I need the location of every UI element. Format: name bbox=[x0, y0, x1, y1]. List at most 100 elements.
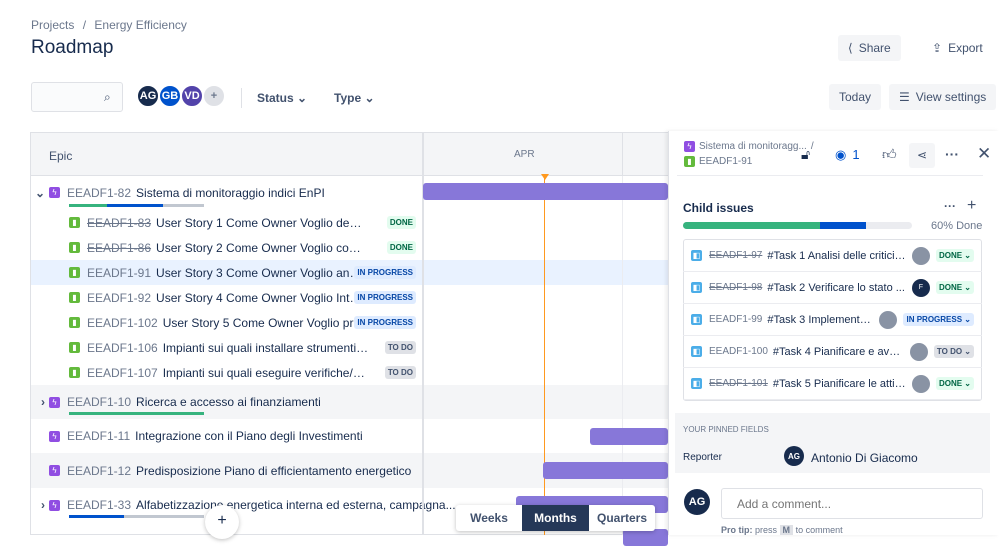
watch-button[interactable]: ◉ 1 bbox=[835, 147, 860, 163]
status-filter[interactable]: Status ⌄ bbox=[257, 91, 307, 105]
issue-summary: Sistema di monitoraggio indici EnPI bbox=[136, 185, 325, 200]
timeline-bar-EEADF1-12[interactable] bbox=[543, 462, 668, 479]
more-icon[interactable]: ··· bbox=[945, 146, 959, 162]
epic-icon: ϟ bbox=[49, 499, 60, 511]
roadmap-row[interactable]: ϟ EEADF1-11 Integrazione con il Piano degl… bbox=[31, 419, 668, 453]
status-dropdown[interactable]: DONE ⌄ bbox=[935, 281, 974, 294]
child-progress-bar bbox=[683, 222, 912, 229]
issue-key[interactable]: EEADF1-106 bbox=[87, 340, 158, 355]
export-button[interactable]: ⇪ Export bbox=[922, 35, 993, 61]
child-issues-more-icon[interactable]: ··· bbox=[944, 199, 956, 213]
search-input[interactable] bbox=[31, 82, 123, 112]
issue-key[interactable]: EEADF1-11 bbox=[67, 429, 131, 443]
child-issue-row[interactable]: ◧ EEADF1-99 #Task 3 Implementa... IN PRO… bbox=[683, 304, 982, 336]
roadmap-row[interactable]: › ϟ EEADF1-10 Ricerca e accesso ai finanzia… bbox=[31, 385, 668, 419]
like-icon[interactable]: 👍︎ bbox=[882, 146, 897, 162]
breadcrumb-projects[interactable]: Projects bbox=[31, 18, 75, 32]
view-settings-button[interactable]: ☰ View settings bbox=[889, 84, 997, 110]
close-icon[interactable]: ✕ bbox=[977, 144, 992, 163]
reporter-name[interactable]: Antonio Di Giacomo bbox=[811, 451, 918, 465]
issue-key[interactable]: EEADF1-10 bbox=[67, 395, 132, 409]
today-button[interactable]: Today bbox=[829, 84, 882, 110]
months-button[interactable]: Months bbox=[522, 505, 589, 531]
subtask-icon: ◧ bbox=[691, 282, 702, 293]
child-key[interactable]: EEADF1-97 bbox=[709, 250, 763, 261]
add-epic-button[interactable]: + bbox=[205, 505, 239, 539]
parent-link[interactable]: ϟ Sistema di monitoragg... / bbox=[684, 141, 814, 152]
child-key[interactable]: EEADF1-101 bbox=[709, 378, 768, 389]
status-dropdown[interactable]: DONE ⌄ bbox=[935, 377, 974, 390]
epic-progress-bar bbox=[69, 412, 204, 415]
child-progress-text: 60% Done bbox=[931, 220, 983, 232]
avatar[interactable]: VD bbox=[180, 84, 204, 108]
avatar[interactable]: GB bbox=[158, 84, 182, 108]
roadmap-row[interactable]: ▮ EEADF1-91 User Story 3 Come Owner Voglio… bbox=[31, 260, 668, 285]
comment-input[interactable] bbox=[721, 488, 983, 519]
breadcrumb-project[interactable]: Energy Efficiency bbox=[94, 18, 187, 32]
avatar[interactable]: AG bbox=[136, 84, 160, 108]
timeline-bar-EEADF1-11[interactable] bbox=[590, 428, 668, 445]
status-dropdown[interactable]: DONE ⌄ bbox=[935, 249, 974, 262]
issue-key[interactable]: EEADF1-107 bbox=[87, 365, 158, 380]
story-icon: ▮ bbox=[69, 217, 80, 228]
issue-key[interactable]: EEADF1-86 bbox=[87, 240, 152, 255]
issue-key[interactable]: EEADF1-33 bbox=[67, 498, 132, 512]
assignee-avatar[interactable] bbox=[911, 374, 930, 393]
share-icon[interactable]: ⋖ bbox=[909, 143, 935, 168]
story-icon: ▮ bbox=[69, 317, 80, 328]
lock-icon[interactable]: 🔓︎ bbox=[801, 146, 811, 162]
issue-key-link[interactable]: ▮ EEADF1-91 bbox=[684, 156, 752, 167]
expand-toggle[interactable]: › bbox=[41, 498, 45, 512]
child-issue-row[interactable]: ◧ EEADF1-97 #Task 1 Analisi delle critic… bbox=[683, 240, 982, 272]
split-divider[interactable] bbox=[422, 133, 424, 535]
roadmap-row[interactable]: ▮ EEADF1-107 Impianti sui quali eseguire v… bbox=[31, 360, 668, 385]
roadmap-row[interactable]: ▮ EEADF1-92 User Story 4 Come Owner Voglio… bbox=[31, 285, 668, 310]
add-people-icon[interactable]: + bbox=[202, 84, 226, 108]
assignee-avatar[interactable] bbox=[879, 310, 898, 329]
child-issue-row[interactable]: ◧ EEADF1-101 #Task 5 Pianificare le atti… bbox=[683, 368, 982, 400]
epic-icon: ϟ bbox=[49, 430, 60, 442]
roadmap-row[interactable]: ▮ EEADF1-86 User Story 2 Come Owner Voglio… bbox=[31, 235, 668, 260]
subtask-icon: ◧ bbox=[691, 314, 702, 325]
roadmap-row[interactable]: › ϟ EEADF1-33 Alfabetizzazione energetica i… bbox=[31, 488, 668, 522]
status-lozenge: TO DO bbox=[384, 341, 416, 354]
epic-icon: ϟ bbox=[49, 465, 60, 476]
timeline-bar-EEADF1-82[interactable] bbox=[423, 183, 668, 200]
type-filter[interactable]: Type ⌄ bbox=[334, 91, 375, 105]
quarters-button[interactable]: Quarters bbox=[596, 511, 648, 525]
assignee-avatar[interactable] bbox=[909, 342, 928, 361]
issue-key[interactable]: EEADF1-102 bbox=[87, 315, 158, 330]
child-key[interactable]: EEADF1-99 bbox=[709, 314, 763, 325]
issue-key[interactable]: EEADF1-92 bbox=[87, 290, 152, 305]
status-dropdown[interactable]: TO DO ⌄ bbox=[933, 345, 974, 358]
issue-key[interactable]: EEADF1-91 bbox=[87, 265, 152, 280]
expand-toggle[interactable]: › bbox=[41, 395, 45, 409]
pinned-title: YOUR PINNED FIELDS bbox=[683, 425, 769, 434]
issue-key[interactable]: EEADF1-82 bbox=[67, 185, 132, 200]
roadmap-row[interactable]: ⌄ ϟ EEADF1-82 Sistema di monitoraggio indic… bbox=[31, 176, 668, 209]
issue-summary: Impianti sui quali installare strumenti … bbox=[162, 340, 370, 355]
child-issue-row[interactable]: ◧ EEADF1-98 #Task 2 Verificare lo stato … bbox=[683, 272, 982, 304]
tip-key: M bbox=[779, 525, 794, 535]
expand-toggle[interactable]: ⌄ bbox=[34, 185, 45, 200]
child-key[interactable]: EEADF1-98 bbox=[709, 282, 763, 293]
roadmap-row[interactable]: ▮ EEADF1-106 Impianti sui quali installare… bbox=[31, 335, 668, 360]
status-dropdown[interactable]: IN PROGRESS ⌄ bbox=[903, 313, 974, 326]
weeks-button[interactable]: Weeks bbox=[470, 511, 508, 525]
roadmap-row[interactable]: ▮ EEADF1-83 User Story 1 Come Owner Voglio… bbox=[31, 210, 668, 235]
timeline-bar[interactable] bbox=[623, 529, 668, 546]
issue-key[interactable]: EEADF1-12 bbox=[67, 463, 132, 478]
child-issue-row[interactable]: ◧ EEADF1-100 #Task 4 Pianificare e avvi.… bbox=[683, 336, 982, 368]
add-child-icon[interactable]: + bbox=[967, 197, 977, 214]
export-label: Export bbox=[948, 41, 983, 55]
status-lozenge: IN PROGRESS bbox=[354, 291, 416, 304]
issue-key[interactable]: EEADF1-83 bbox=[87, 215, 152, 230]
child-summary: #Task 2 Verificare lo stato ... bbox=[767, 281, 905, 294]
roadmap-row[interactable]: ▮ EEADF1-102 User Story 5 Come Owner Vogli… bbox=[31, 310, 668, 335]
share-button[interactable]: ⟨ Share bbox=[838, 35, 901, 61]
assignee-avatar[interactable]: F bbox=[911, 278, 930, 297]
issue-summary: User Story 1 Come Owner Voglio definire … bbox=[156, 215, 363, 230]
assignee-avatar[interactable] bbox=[911, 246, 930, 265]
child-key[interactable]: EEADF1-100 bbox=[709, 346, 768, 357]
child-issues-title: Child issues bbox=[683, 201, 754, 215]
